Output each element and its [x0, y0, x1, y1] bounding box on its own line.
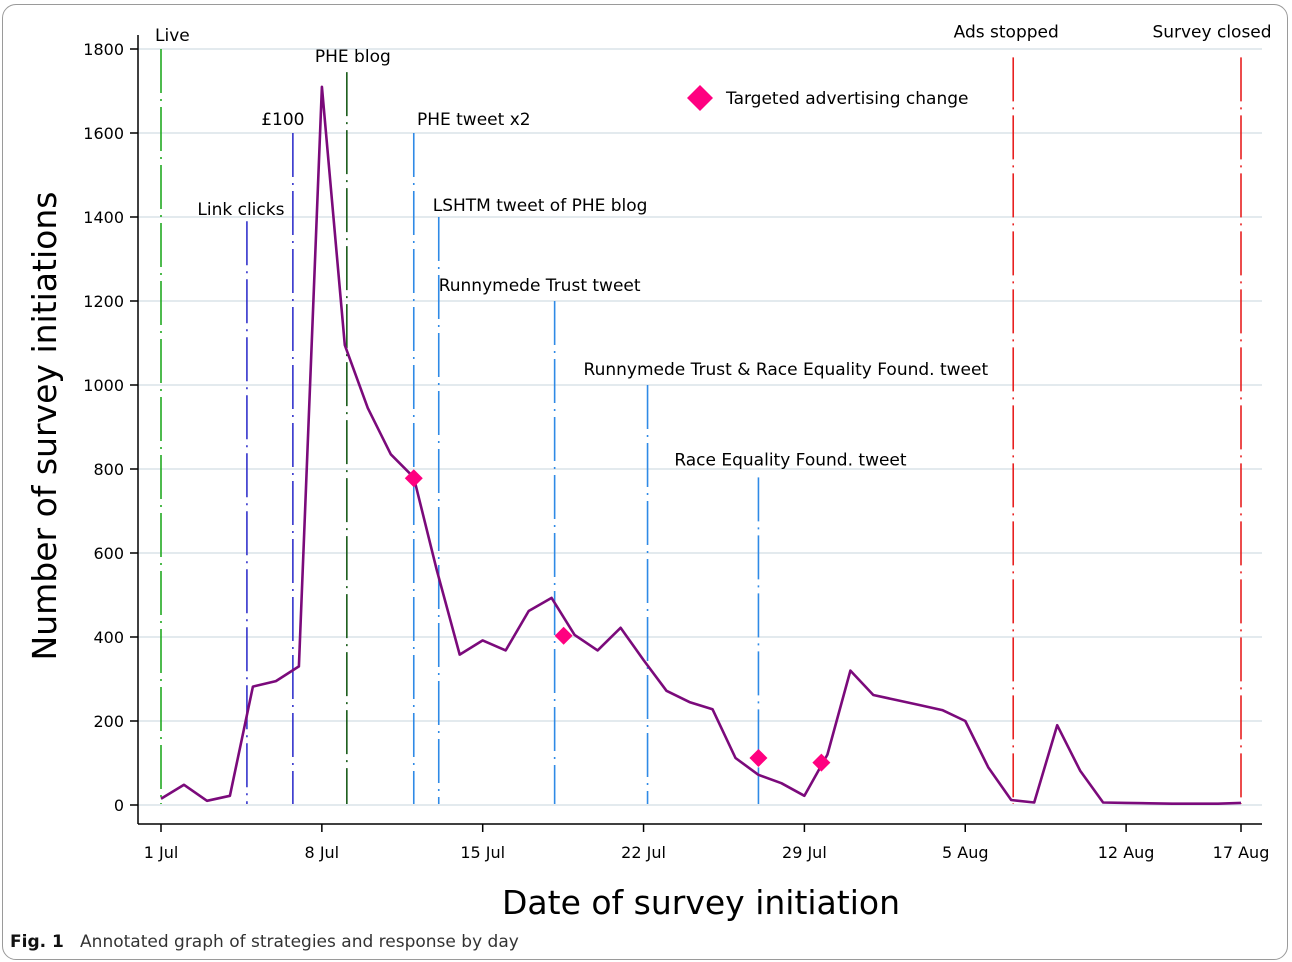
event-label: Runnymede Trust & Race Equality Found. t…: [584, 360, 989, 380]
x-tick-label: 22 Jul: [621, 843, 666, 862]
y-tick-label: 600: [93, 544, 124, 563]
x-axis-title: Date of survey initiation: [502, 883, 900, 922]
legend-label: Targeted advertising change: [725, 89, 968, 109]
y-tick-label: 800: [93, 460, 124, 479]
axes: 0 200 400 600 800 1000 1200 1400 1600 1800 1 Jul 8 …: [83, 35, 1269, 862]
advertising-change-markers: [405, 469, 831, 771]
event-label: Survey closed: [1152, 22, 1271, 42]
event-label: £100: [261, 110, 304, 130]
y-tick-label: 0: [114, 796, 124, 815]
y-tick-label: 1800: [83, 40, 124, 59]
event-label: Link clicks: [197, 200, 284, 220]
gridlines: [138, 49, 1262, 805]
caption-label: Fig. 1: [10, 932, 64, 952]
event-label: PHE tweet x2: [417, 110, 531, 130]
series-line: [161, 87, 1241, 804]
y-tick-label: 1400: [83, 208, 124, 227]
advertising-change-marker: [749, 749, 767, 767]
event-label: Race Equality Found. tweet: [674, 450, 907, 470]
x-tick-label: 5 Aug: [942, 843, 989, 862]
y-tick-label: 1000: [83, 376, 124, 395]
y-tick-label: 400: [93, 628, 124, 647]
series-layer: [161, 87, 1241, 804]
x-tick-label: 8 Jul: [305, 843, 340, 862]
x-tick-label: 1 Jul: [144, 843, 179, 862]
y-tick-label: 1600: [83, 124, 124, 143]
x-tick-label: 17 Aug: [1213, 843, 1270, 862]
caption-text: Annotated graph of strategies and respon…: [80, 932, 519, 952]
legend-marker: [687, 85, 713, 111]
event-lines: [161, 49, 1241, 804]
y-tick-label: 200: [93, 712, 124, 731]
event-label: Live: [155, 26, 190, 46]
x-tick-label: 12 Aug: [1098, 843, 1155, 862]
event-label: Ads stopped: [954, 22, 1059, 42]
event-label: PHE blog: [315, 47, 391, 67]
figure-caption: Fig. 1 Annotated graph of strategies and…: [10, 932, 519, 952]
event-label: LSHTM tweet of PHE blog: [433, 196, 648, 216]
y-tick-label: 1200: [83, 292, 124, 311]
y-axis-title: Number of survey initiations: [25, 192, 64, 661]
x-tick-label: 29 Jul: [782, 843, 827, 862]
event-label: Runnymede Trust tweet: [439, 276, 641, 296]
x-tick-label: 15 Jul: [460, 843, 505, 862]
legend: Targeted advertising change: [687, 85, 968, 111]
